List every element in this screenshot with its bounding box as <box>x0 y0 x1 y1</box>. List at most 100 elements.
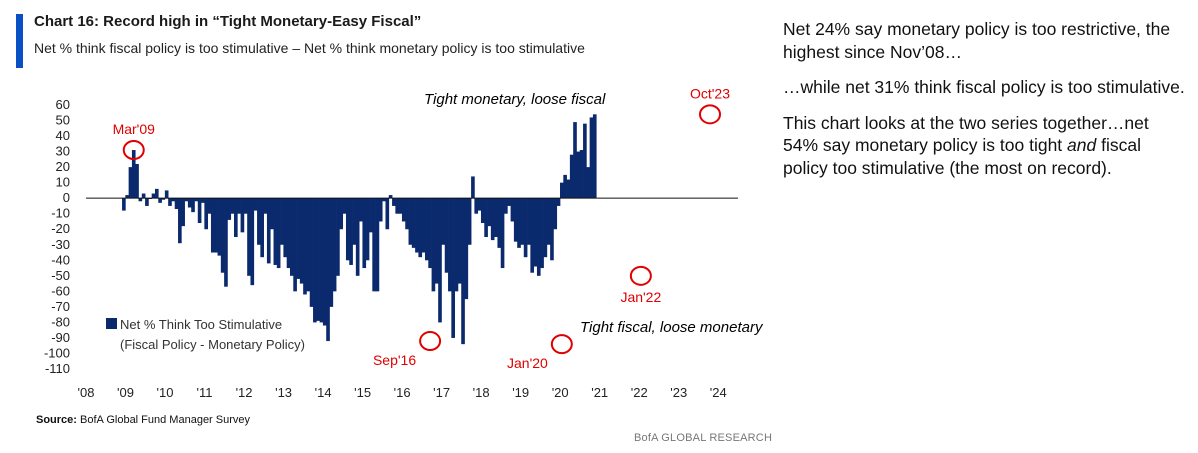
bar <box>372 198 376 292</box>
bar <box>293 198 297 292</box>
y-tick-label: 30 <box>56 144 70 159</box>
source-label: Source: <box>36 414 77 426</box>
bar <box>158 198 162 203</box>
bar <box>224 198 228 287</box>
bar <box>415 198 419 253</box>
bar <box>533 198 538 267</box>
bar <box>237 198 241 214</box>
x-axis: '08 '09 '10 '11 '12 '13 '14 '15 '16 '17 '18 '19 '20 '… <box>78 385 727 400</box>
bar <box>438 198 442 323</box>
y-tick-label: -110 <box>45 361 70 376</box>
bar <box>408 198 413 245</box>
bar <box>385 198 390 230</box>
bar <box>543 198 548 258</box>
bar <box>569 154 574 199</box>
bar <box>273 198 278 265</box>
bar <box>217 198 222 256</box>
bar <box>359 198 363 222</box>
bar <box>280 198 284 245</box>
y-tick-label: -10 <box>51 206 70 221</box>
bar <box>168 198 172 206</box>
bar <box>141 193 146 199</box>
commentary-text: This chart looks at the two series toget… <box>783 112 1149 156</box>
bar <box>510 198 515 222</box>
x-tick-label: '10 <box>157 385 174 400</box>
bar <box>448 198 452 292</box>
annotation-circle <box>122 140 145 161</box>
bar <box>401 198 406 222</box>
title-accent-bar <box>16 14 23 68</box>
annotation-circle <box>550 334 573 355</box>
bar <box>187 198 192 208</box>
x-tick-label: '23 <box>670 385 687 400</box>
annotation-label: Jan'20 <box>507 355 548 371</box>
bar <box>214 198 218 253</box>
bar <box>487 198 492 227</box>
bar <box>270 198 274 230</box>
bar <box>220 198 225 273</box>
bar <box>500 198 505 269</box>
bar <box>342 198 347 214</box>
bar <box>411 198 416 248</box>
x-tick-label: '20 <box>552 385 569 400</box>
bar <box>138 198 143 202</box>
y-tick-label: 20 <box>56 159 70 174</box>
bar <box>326 198 330 342</box>
bar <box>504 198 508 214</box>
brand-label: BofA GLOBAL RESEARCH <box>634 432 773 444</box>
bar <box>276 198 281 269</box>
y-tick-label: 10 <box>56 175 70 190</box>
x-tick-label: '18 <box>473 385 490 400</box>
bar <box>243 198 248 214</box>
x-tick-label: '11 <box>197 385 213 400</box>
bar <box>563 174 567 199</box>
x-tick-label: '14 <box>315 385 332 400</box>
x-tick-label: '13 <box>275 385 292 400</box>
region-label-top: Tight monetary, loose fiscal <box>424 91 606 108</box>
x-tick-label: '24 <box>710 385 727 400</box>
y-tick-label: -40 <box>51 252 70 267</box>
bar <box>299 198 304 284</box>
bar <box>201 198 205 203</box>
legend: Net % Think Too Stimulative (Fiscal Poli… <box>106 317 305 352</box>
bar <box>339 198 344 230</box>
bar <box>352 198 357 245</box>
bar <box>322 198 327 326</box>
bar <box>428 198 432 269</box>
commentary: Net 24% say monetary policy is too restr… <box>783 18 1188 192</box>
bar <box>566 179 571 199</box>
bar <box>227 198 232 220</box>
y-tick-label: -80 <box>51 314 70 329</box>
bar <box>174 198 179 210</box>
bar <box>583 123 587 199</box>
bar <box>418 198 423 258</box>
y-tick-label: 40 <box>56 128 70 143</box>
annotation-circle <box>419 331 442 352</box>
bar <box>240 198 245 233</box>
bar <box>464 198 469 300</box>
bar <box>530 198 535 273</box>
y-tick-label: -50 <box>51 268 70 283</box>
bar <box>523 198 528 258</box>
commentary-text: fiscal policy too stimulative (the most … <box>783 135 1141 178</box>
bar <box>579 150 584 199</box>
bar <box>296 198 301 279</box>
bar <box>303 198 307 295</box>
bar <box>345 198 350 261</box>
bar <box>369 198 373 233</box>
bar <box>184 198 189 202</box>
bar <box>309 198 314 307</box>
bar <box>362 198 367 269</box>
bar <box>263 198 268 214</box>
commentary-emphasis: and <box>1067 135 1097 155</box>
bar <box>332 198 337 292</box>
bar <box>194 198 199 202</box>
bar <box>253 198 258 211</box>
bar <box>573 122 577 199</box>
bar <box>283 198 288 258</box>
bar-series <box>122 114 597 345</box>
bar <box>560 182 564 199</box>
bar <box>556 198 561 206</box>
bar <box>131 150 136 199</box>
bar <box>247 198 251 276</box>
